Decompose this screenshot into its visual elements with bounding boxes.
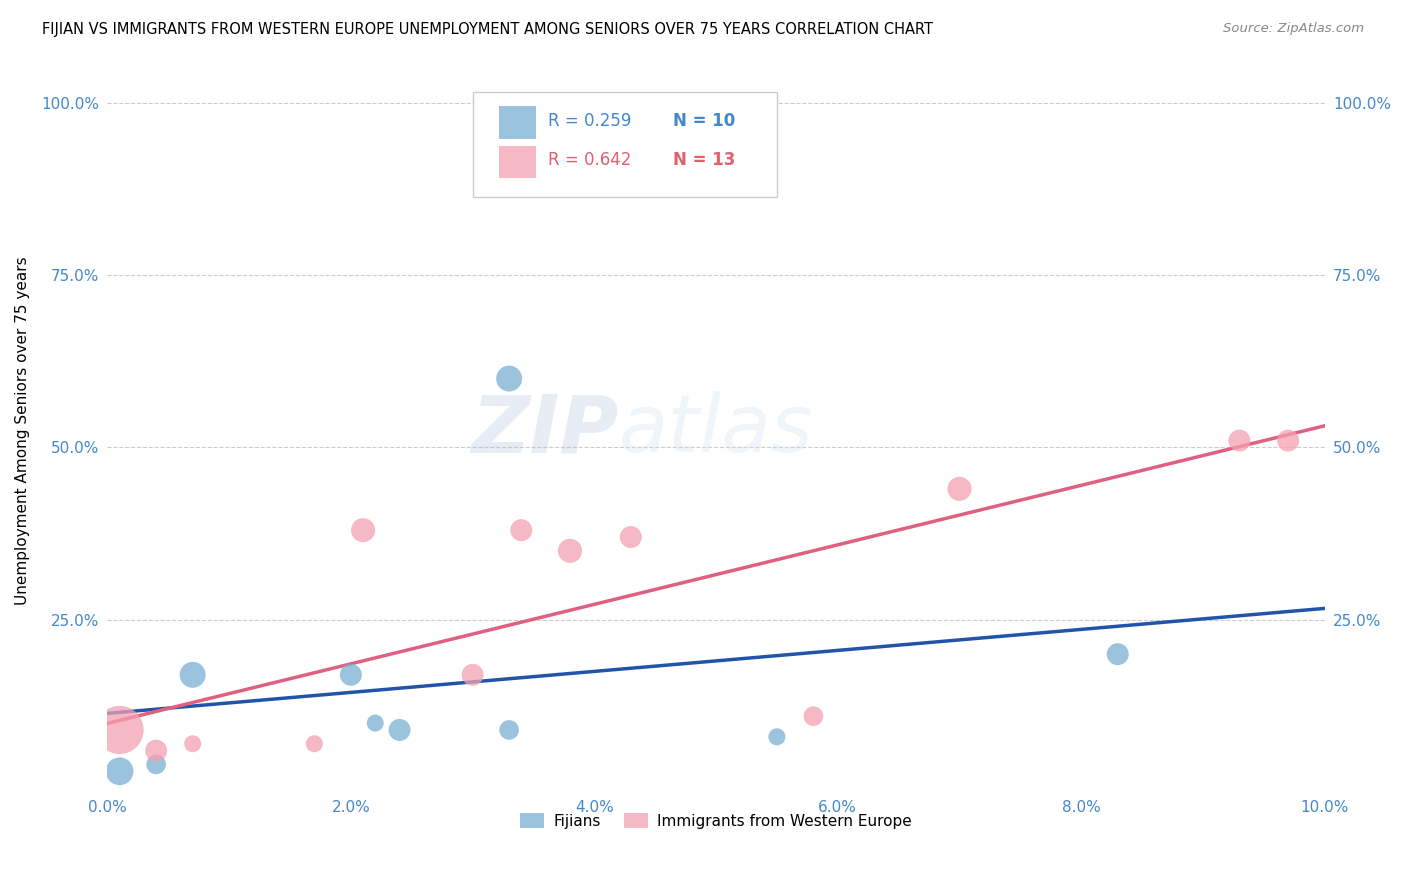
Point: [108, 723, 131, 737]
Point: [145, 744, 167, 758]
Point: [766, 730, 789, 744]
FancyBboxPatch shape: [499, 146, 536, 178]
Point: [181, 668, 204, 682]
Point: [1229, 434, 1251, 448]
Point: [948, 482, 970, 496]
Point: [803, 709, 825, 723]
Text: N = 13: N = 13: [673, 152, 735, 169]
Legend: Fijians, Immigrants from Western Europe: Fijians, Immigrants from Western Europe: [513, 807, 918, 835]
Point: [510, 523, 533, 537]
Point: [304, 737, 326, 751]
Point: [181, 737, 204, 751]
Text: N = 10: N = 10: [673, 112, 735, 129]
Point: [498, 371, 520, 385]
Point: [108, 764, 131, 779]
Point: [620, 530, 643, 544]
Point: [145, 757, 167, 772]
Text: ZIP: ZIP: [471, 392, 619, 469]
Text: Source: ZipAtlas.com: Source: ZipAtlas.com: [1223, 22, 1364, 36]
Point: [364, 716, 387, 731]
Point: [498, 723, 520, 737]
Point: [558, 544, 581, 558]
Point: [461, 668, 484, 682]
FancyBboxPatch shape: [499, 106, 536, 138]
Point: [1107, 647, 1129, 661]
Y-axis label: Unemployment Among Seniors over 75 years: Unemployment Among Seniors over 75 years: [15, 256, 30, 605]
Text: atlas: atlas: [619, 392, 814, 469]
FancyBboxPatch shape: [472, 92, 778, 196]
Point: [1277, 434, 1299, 448]
Point: [352, 523, 374, 537]
Text: R = 0.642: R = 0.642: [548, 152, 631, 169]
Point: [388, 723, 411, 737]
Point: [340, 668, 363, 682]
Text: FIJIAN VS IMMIGRANTS FROM WESTERN EUROPE UNEMPLOYMENT AMONG SENIORS OVER 75 YEAR: FIJIAN VS IMMIGRANTS FROM WESTERN EUROPE…: [42, 22, 934, 37]
Text: R = 0.259: R = 0.259: [548, 112, 631, 129]
